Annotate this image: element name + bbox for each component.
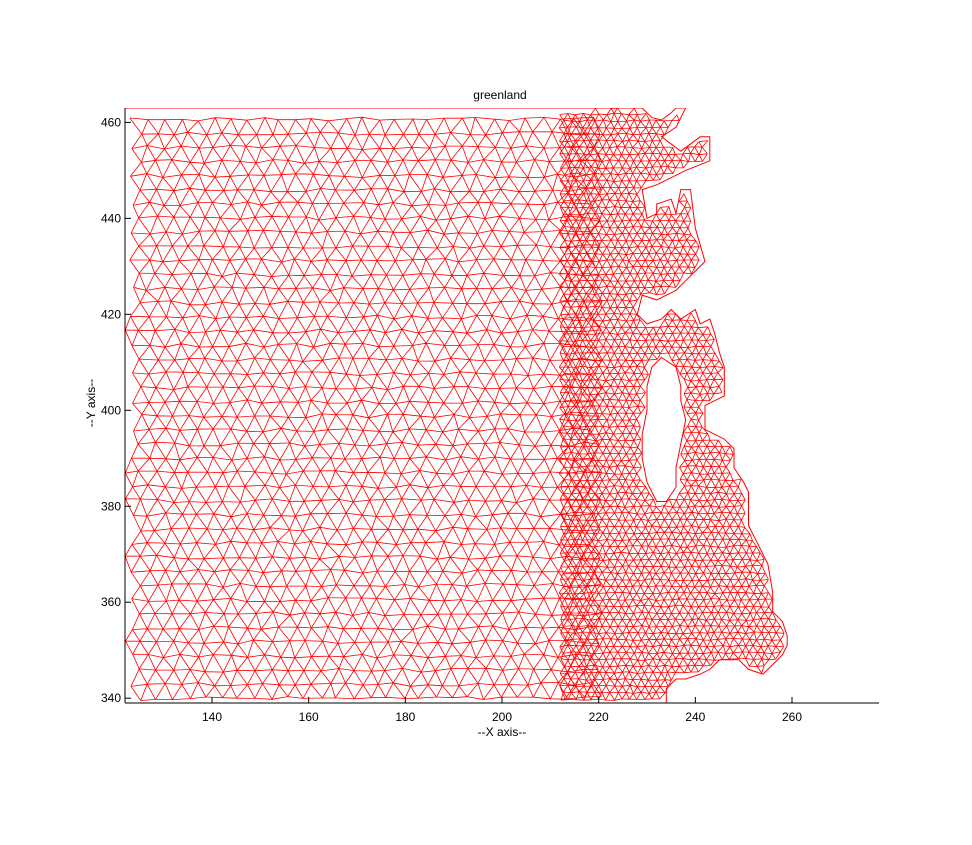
x-tick-label: 160 [299, 710, 319, 724]
x-tick-label: 220 [589, 710, 609, 724]
x-tick-label: 180 [395, 710, 415, 724]
x-axis-label: --X axis-- [478, 725, 527, 739]
mesh-layer [125, 108, 788, 703]
y-tick-label: 340 [101, 691, 121, 705]
y-tick-label: 440 [101, 211, 121, 225]
x-tick-label: 140 [202, 710, 222, 724]
mesh-edges [125, 108, 785, 701]
y-tick-label: 420 [101, 307, 121, 321]
chart-title: greenland [473, 88, 526, 102]
y-tick-label: 380 [101, 499, 121, 513]
mesh-boundary [125, 108, 788, 703]
x-tick-label: 240 [685, 710, 705, 724]
axes-layer: 140 160 180 200 220 240 260 340 360 380 400 420 440 4… [101, 108, 879, 724]
x-tick-label: 200 [492, 710, 512, 724]
y-tick-label: 360 [101, 595, 121, 609]
y-tick-label: 400 [101, 403, 121, 417]
x-tick-label: 260 [782, 710, 802, 724]
y-tick-label: 460 [101, 115, 121, 129]
y-axis-label: --Y axis-- [84, 379, 98, 427]
